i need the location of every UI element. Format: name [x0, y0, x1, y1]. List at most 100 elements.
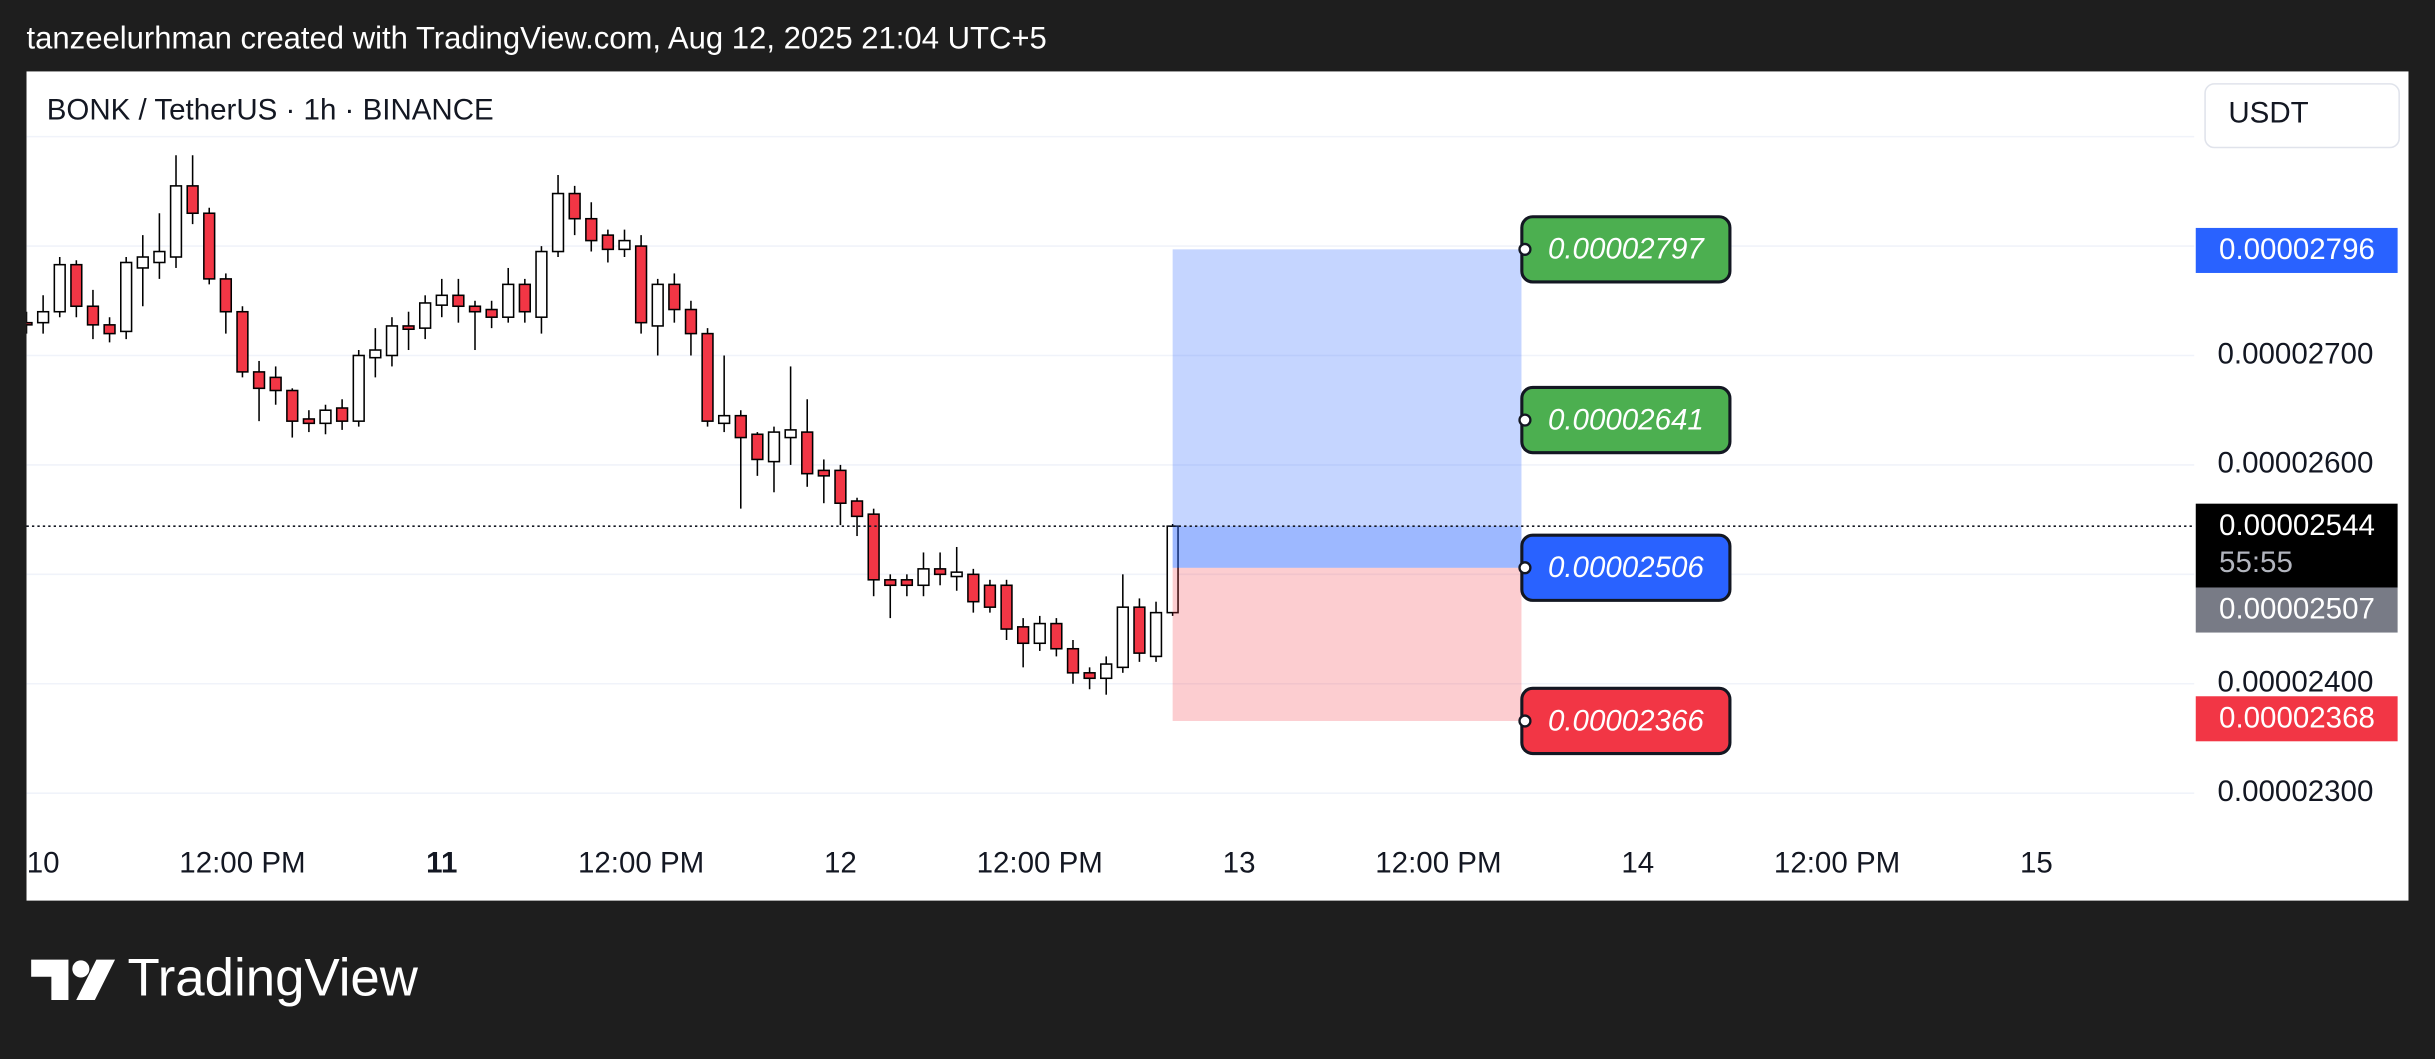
- candle-body: [26, 321, 33, 326]
- currency-button[interactable]: [2204, 83, 2400, 149]
- candle-body: [900, 579, 914, 587]
- candle-body: [186, 185, 199, 215]
- candle-body: [385, 325, 399, 357]
- candle-body: [352, 354, 365, 422]
- x-tick-label: 12: [824, 847, 857, 880]
- candle-body: [1149, 611, 1163, 658]
- candle-body: [169, 185, 183, 258]
- candle-body: [917, 568, 930, 587]
- symbol-title: BONK / TetherUS · 1h · BINANCE: [47, 94, 494, 127]
- x-tick-label: 15: [2020, 847, 2053, 880]
- y-tick-label: 0.00002600: [2217, 447, 2373, 480]
- tradingview-logo: [31, 959, 116, 1000]
- position-label: 0.00002641: [1548, 403, 1704, 436]
- candle-body: [817, 469, 830, 477]
- position-label: 0.00002506: [1548, 551, 1704, 584]
- candle-body: [153, 250, 166, 264]
- position-handle: [1518, 714, 1532, 728]
- x-tick-label: 11: [426, 847, 457, 880]
- candle-body: [950, 571, 963, 578]
- candle-body: [1033, 622, 1046, 645]
- x-tick-label: 12:00 PM: [179, 847, 305, 880]
- candle-body: [319, 409, 332, 425]
- candle-body: [120, 261, 133, 333]
- bar-countdown: 55:55: [2219, 546, 2293, 579]
- candle-body: [867, 513, 880, 581]
- candle-body: [1083, 672, 1096, 680]
- price-label: 0.00002796: [2219, 233, 2375, 266]
- x-tick-label: 12:00 PM: [1774, 847, 1900, 880]
- candle-body: [252, 371, 266, 390]
- candle-body: [219, 278, 233, 313]
- x-tick-label: 10: [27, 847, 60, 880]
- logo-t: [31, 959, 69, 1000]
- candle-body: [1100, 663, 1113, 680]
- open-pnl-zone: [1172, 526, 1522, 568]
- candle-body: [801, 431, 814, 475]
- candle-body: [103, 324, 116, 335]
- candle-body: [286, 389, 299, 422]
- candle-body: [136, 256, 149, 269]
- price-label: 0.00002507: [2219, 593, 2375, 626]
- candle-body: [535, 250, 548, 318]
- price-label-box: [2195, 696, 2398, 742]
- candle-body: [651, 283, 664, 327]
- logo-v: [76, 959, 116, 1000]
- candle-body: [203, 212, 216, 280]
- candle-body: [36, 310, 50, 324]
- candle-body: [734, 414, 747, 439]
- chart-panel: [26, 71, 2409, 901]
- price-label-box: [2195, 587, 2398, 633]
- x-tick-label: 14: [1621, 847, 1654, 880]
- logo-dot: [72, 960, 90, 978]
- candle-body: [933, 568, 947, 576]
- candle-body: [1050, 622, 1063, 650]
- candle-body: [418, 302, 432, 329]
- candle-body: [468, 305, 482, 313]
- target-zone: [1172, 249, 1522, 568]
- header-text: tanzeelurhman created with TradingView.c…: [27, 21, 1047, 56]
- candle-body: [236, 310, 249, 373]
- candle-body: [767, 431, 781, 463]
- currency-label[interactable]: USDT: [2228, 97, 2308, 130]
- axes: 0.00002300 0.00002400 0.00002600 0.00002700…: [27, 337, 2374, 879]
- candle-body: [1000, 584, 1013, 630]
- candle-body: [1166, 525, 1179, 614]
- candle-body: [751, 433, 764, 461]
- candle-body: [551, 192, 565, 253]
- candle-body: [784, 429, 797, 439]
- candle-body: [568, 192, 581, 220]
- position-label: 0.00002797: [1548, 233, 1705, 266]
- candle-body: [369, 349, 382, 359]
- candle-body: [668, 283, 681, 311]
- x-tick-label: 12:00 PM: [578, 847, 704, 880]
- candle-body: [86, 305, 100, 326]
- candle-body: [502, 283, 515, 318]
- position-handle: [1518, 561, 1532, 575]
- brand: TradingView: [127, 948, 418, 1007]
- position-label: 0.00002366: [1548, 704, 1704, 737]
- candle-body: [884, 579, 897, 587]
- candle-body: [335, 407, 349, 422]
- candle-body: [435, 294, 448, 306]
- price-label-box: [2195, 503, 2398, 588]
- candle-body: [634, 245, 648, 324]
- candle-body: [302, 418, 316, 425]
- stop-zone: [1172, 567, 1522, 721]
- candle-body: [701, 332, 714, 422]
- y-tick-label: 0.00002300: [2217, 775, 2373, 808]
- candle-body: [1133, 606, 1146, 654]
- grid: [26, 135, 2195, 794]
- candle-body: [452, 294, 465, 308]
- candle-body: [834, 469, 847, 504]
- price-label: 0.00002368: [2219, 701, 2375, 734]
- candle-body: [1116, 606, 1129, 669]
- candle-body: [585, 217, 598, 242]
- candle-body: [850, 500, 864, 518]
- position-handle: [1518, 242, 1532, 256]
- candle-body: [269, 376, 282, 392]
- candle-body: [618, 239, 631, 251]
- candle-body: [1066, 647, 1080, 674]
